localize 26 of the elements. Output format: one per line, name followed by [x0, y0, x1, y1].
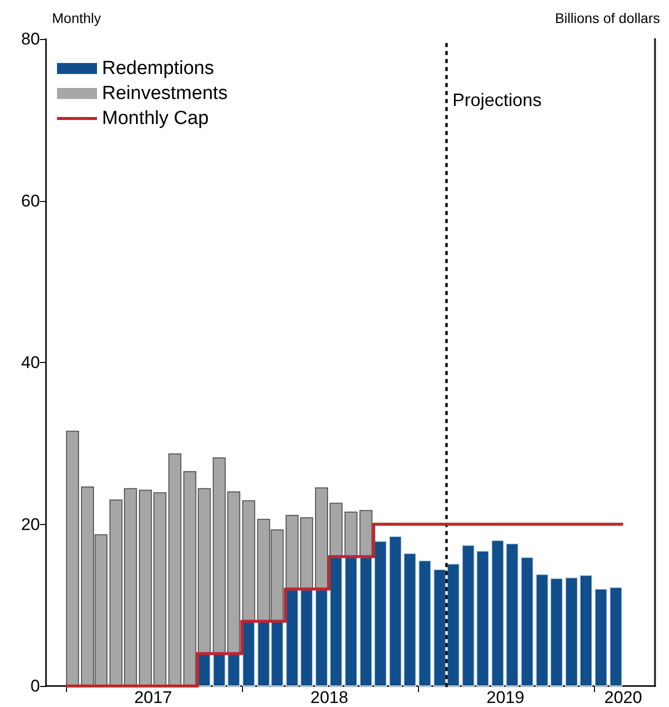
x-tick-label: 2018 [310, 688, 348, 707]
bar [344, 556, 358, 686]
bar [359, 510, 372, 558]
x-tick-label: 2020 [604, 688, 642, 707]
bar [242, 500, 256, 622]
bar [609, 586, 622, 686]
y-axis-title: Billions of dollars [554, 10, 660, 26]
x-tick-label: 2017 [134, 688, 172, 707]
y-tick-label: 20 [21, 514, 40, 534]
y-tick-label: 60 [21, 191, 40, 210]
bar [520, 556, 534, 686]
legend-label: Monthly Cap [102, 108, 209, 129]
bar [242, 620, 256, 686]
bar [344, 512, 358, 558]
ref-line-label: Projections [452, 90, 542, 110]
chart-subtitle: Monthly [52, 10, 102, 26]
bar [418, 560, 432, 686]
bar [66, 430, 80, 686]
y-tick-label: 0 [30, 676, 40, 696]
bar [594, 588, 608, 686]
bar [168, 453, 182, 686]
y-tick-label: 80 [21, 30, 40, 48]
legend-label: Reinvestments [102, 83, 228, 104]
x-tick-label: 2019 [486, 688, 524, 707]
y-tick-label: 40 [21, 353, 40, 372]
legend-label: Redemptions [102, 58, 214, 79]
